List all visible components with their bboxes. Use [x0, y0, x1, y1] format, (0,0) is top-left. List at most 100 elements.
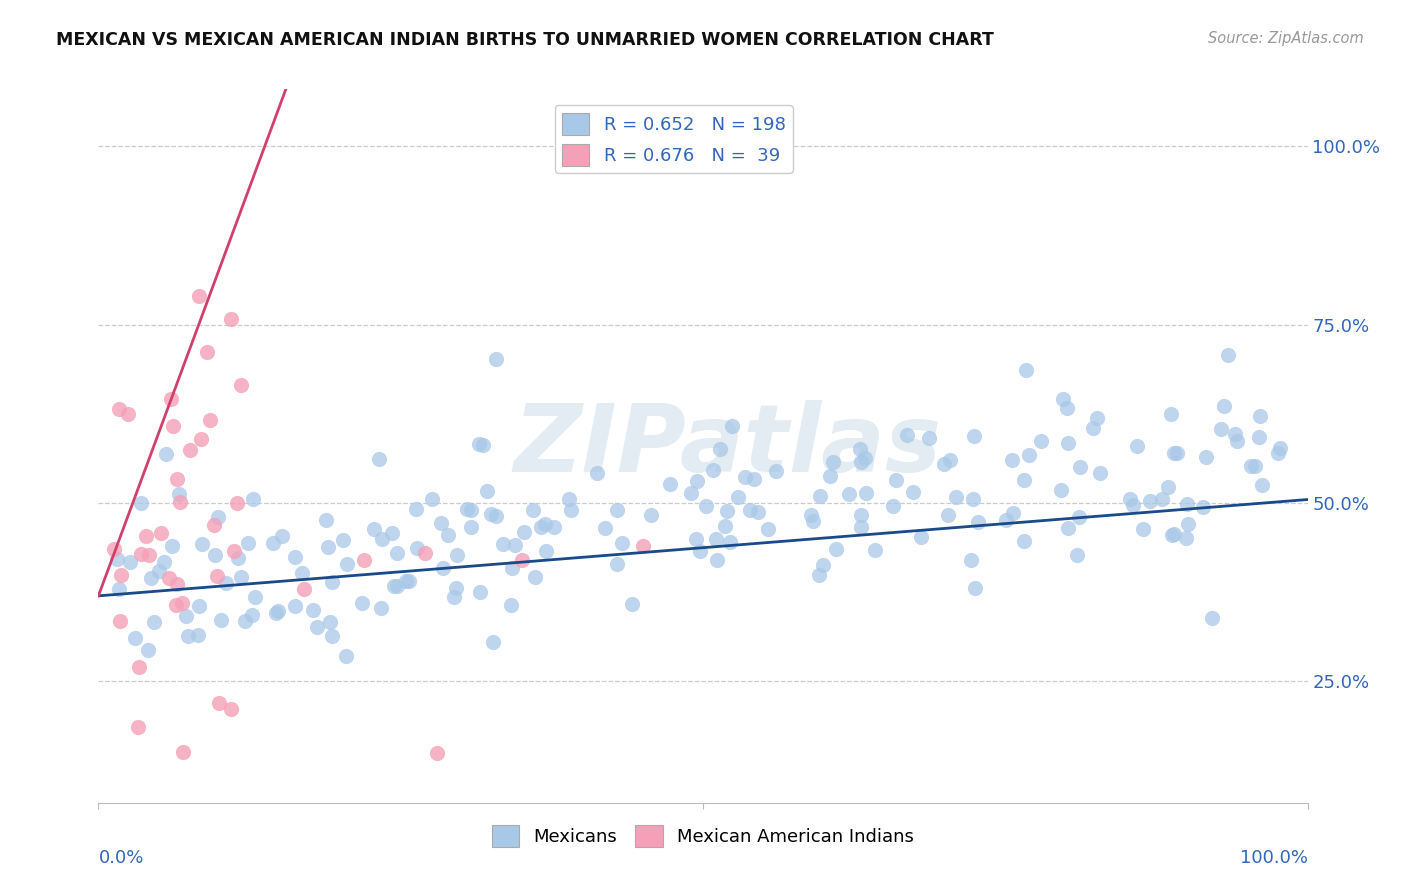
Legend: Mexicans, Mexican American Indians: Mexicans, Mexican American Indians: [485, 818, 921, 855]
Point: [1050, 483, 1073, 497]
Point: [169, 487, 191, 501]
Point: [501, 560, 523, 574]
Point: [1139, 493, 1161, 508]
Point: [910, 530, 932, 544]
Point: [543, 520, 565, 534]
Text: 100.0%: 100.0%: [1240, 849, 1308, 867]
Point: [381, 525, 404, 540]
Point: [472, 438, 495, 452]
Point: [1014, 363, 1036, 377]
Point: [370, 601, 392, 615]
Point: [1267, 446, 1289, 460]
Point: [1057, 521, 1080, 535]
Point: [120, 555, 142, 569]
Point: [522, 503, 544, 517]
Point: [1216, 348, 1239, 362]
Point: [395, 574, 418, 588]
Point: [108, 401, 131, 416]
Point: [747, 505, 769, 519]
Point: [398, 574, 420, 588]
Point: [679, 486, 702, 500]
Point: [530, 520, 553, 534]
Text: 0.0%: 0.0%: [98, 849, 143, 867]
Point: [686, 474, 709, 488]
Point: [242, 491, 264, 506]
Point: [965, 581, 987, 595]
Point: [1163, 526, 1185, 541]
Point: [190, 537, 212, 551]
Text: MEXICAN VS MEXICAN AMERICAN INDIAN BIRTHS TO UNMARRIED WOMEN CORRELATION CHART: MEXICAN VS MEXICAN AMERICAN INDIAN BIRTH…: [56, 31, 994, 49]
Point: [485, 508, 508, 523]
Point: [1090, 466, 1112, 480]
Point: [1174, 531, 1197, 545]
Point: [240, 607, 263, 622]
Point: [811, 558, 834, 573]
Point: [228, 550, 250, 565]
Point: [945, 490, 967, 504]
Point: [129, 496, 152, 510]
Point: [1067, 509, 1090, 524]
Point: [1085, 410, 1108, 425]
Point: [136, 643, 159, 657]
Point: [420, 491, 443, 506]
Point: [967, 515, 990, 529]
Point: [387, 546, 409, 560]
Point: [721, 418, 744, 433]
Point: [702, 463, 724, 477]
Point: [233, 614, 256, 628]
Point: [1119, 492, 1142, 507]
Point: [1175, 497, 1198, 511]
Point: [138, 549, 160, 563]
Point: [718, 534, 741, 549]
Point: [558, 492, 581, 507]
Point: [243, 591, 266, 605]
Point: [1126, 439, 1149, 453]
Point: [107, 582, 129, 596]
Point: [444, 581, 467, 595]
Point: [918, 431, 941, 445]
Point: [176, 629, 198, 643]
Point: [800, 508, 823, 522]
Point: [429, 516, 451, 530]
Point: [1018, 448, 1040, 462]
Point: [157, 571, 180, 585]
Point: [190, 432, 212, 446]
Point: [1243, 459, 1265, 474]
Point: [460, 502, 482, 516]
Point: [204, 549, 226, 563]
Point: [129, 548, 152, 562]
Point: [207, 509, 229, 524]
Point: [187, 599, 209, 613]
Point: [1223, 427, 1246, 442]
Point: [1066, 548, 1088, 562]
Point: [307, 620, 329, 634]
Point: [456, 501, 478, 516]
Point: [162, 419, 184, 434]
Point: [1122, 499, 1144, 513]
Point: [166, 577, 188, 591]
Point: [221, 702, 243, 716]
Point: [491, 536, 513, 550]
Point: [499, 598, 522, 612]
Point: [742, 472, 765, 486]
Point: [160, 539, 183, 553]
Point: [936, 508, 959, 523]
Point: [385, 579, 408, 593]
Point: [994, 513, 1017, 527]
Point: [938, 453, 960, 467]
Point: [207, 568, 229, 582]
Point: [695, 500, 717, 514]
Point: [640, 508, 662, 522]
Point: [1195, 450, 1218, 465]
Point: [229, 570, 252, 584]
Point: [808, 567, 831, 582]
Point: [1056, 401, 1078, 415]
Point: [446, 548, 468, 562]
Point: [1209, 422, 1232, 436]
Point: [689, 543, 711, 558]
Point: [468, 437, 491, 451]
Point: [963, 429, 986, 443]
Point: [135, 529, 157, 543]
Point: [284, 549, 307, 564]
Point: [443, 590, 465, 604]
